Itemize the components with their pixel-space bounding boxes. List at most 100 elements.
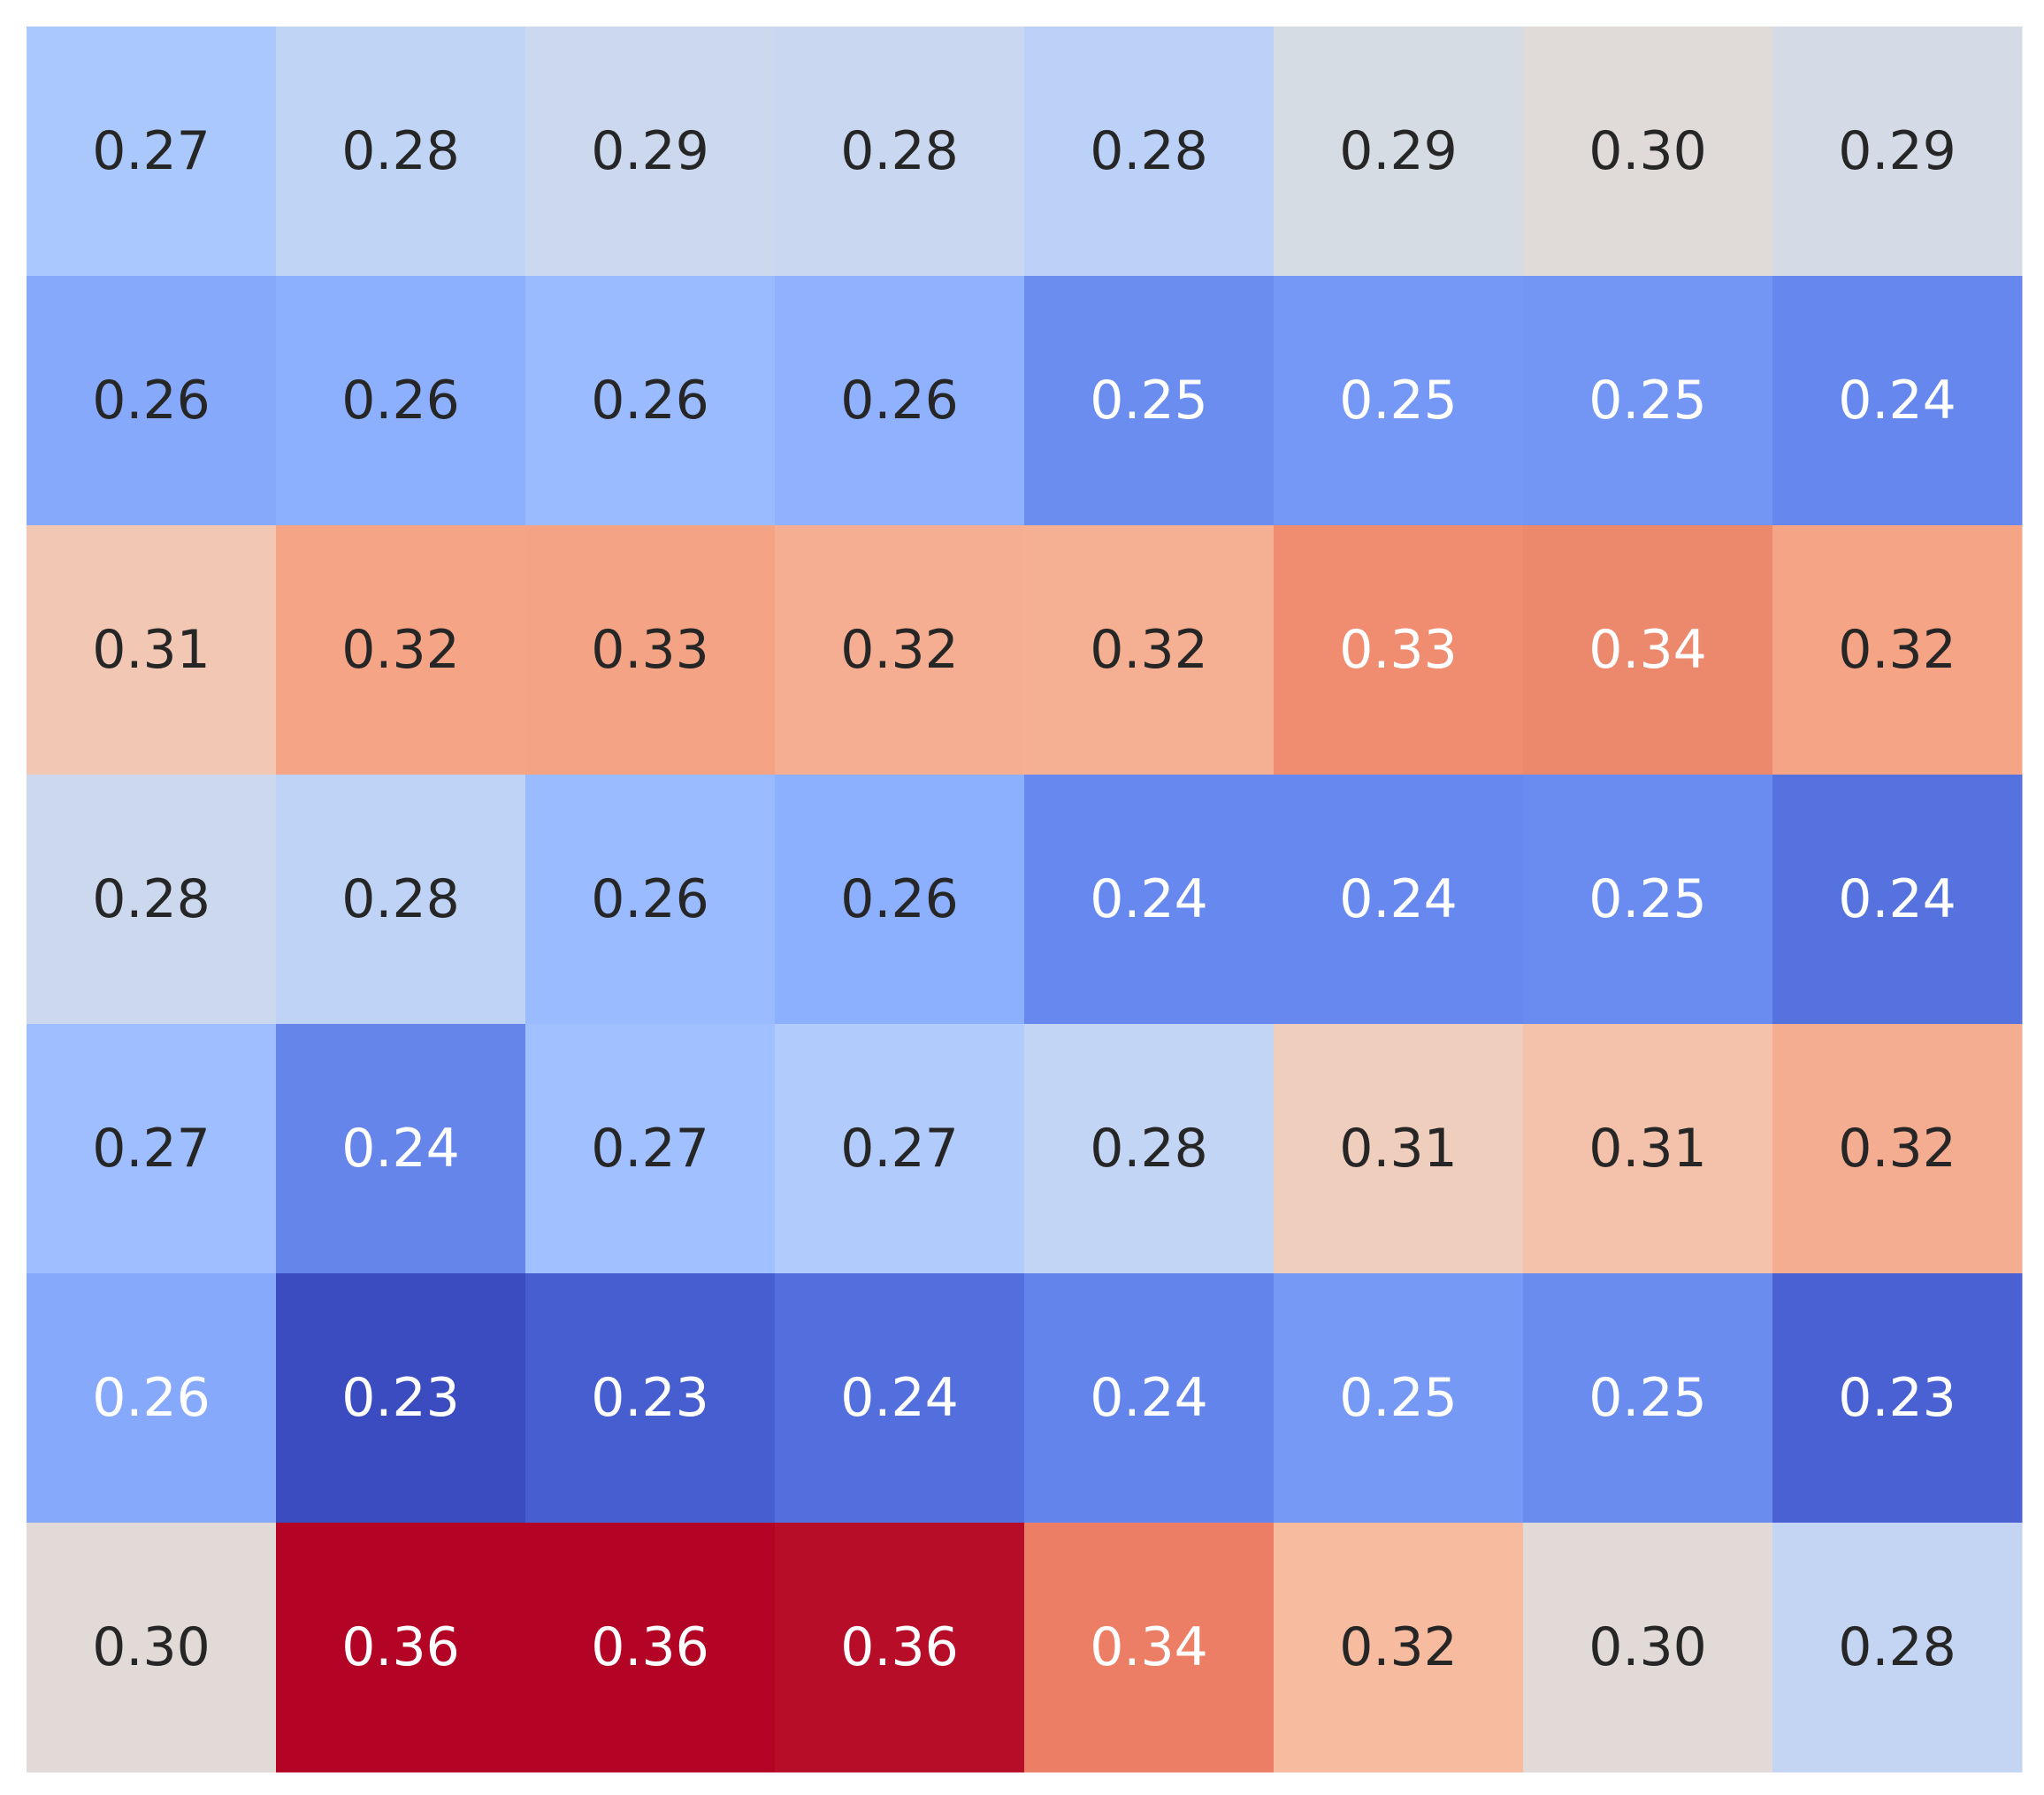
heatmap-cell-r6-c1 bbox=[276, 1523, 526, 1773]
heatmap-cell-label-r0-c3: 0.28 bbox=[840, 120, 959, 182]
heatmap-cell-r1-c2 bbox=[525, 276, 776, 526]
heatmap-cell-r4-c3 bbox=[775, 1024, 1025, 1274]
heatmap-cell-r0-c0 bbox=[27, 27, 277, 277]
heatmap-cell-r3-c0 bbox=[27, 775, 277, 1025]
heatmap-cell-r4-c2 bbox=[525, 1024, 776, 1274]
heatmap-cell-label-r5-c3: 0.24 bbox=[840, 1367, 959, 1429]
heatmap-cell-label-r6-c5: 0.32 bbox=[1339, 1616, 1458, 1678]
heatmap-cell-r5-c5 bbox=[1274, 1273, 1524, 1524]
heatmap-cell-label-r4-c5: 0.31 bbox=[1339, 1118, 1458, 1180]
heatmap-cell-label-r3-c3: 0.26 bbox=[840, 868, 959, 930]
heatmap-cell-r0-c2 bbox=[525, 27, 776, 277]
heatmap-cell-r3-c7 bbox=[1772, 775, 2023, 1025]
heatmap-cell-r2-c0 bbox=[27, 525, 277, 775]
heatmap-cells bbox=[27, 27, 2023, 1773]
heatmap-cell-label-r2-c4: 0.32 bbox=[1090, 619, 1208, 681]
heatmap-cell-label-r4-c7: 0.32 bbox=[1838, 1118, 1956, 1180]
heatmap-cell-label-r5-c7: 0.23 bbox=[1838, 1367, 1956, 1429]
heatmap-cell-r4-c1 bbox=[276, 1024, 526, 1274]
heatmap-cell-r2-c2 bbox=[525, 525, 776, 775]
heatmap-cell-label-r1-c0: 0.26 bbox=[92, 370, 211, 432]
heatmap-cell-r6-c4 bbox=[1024, 1523, 1275, 1773]
heatmap-cell-r5-c7 bbox=[1772, 1273, 2023, 1524]
heatmap-cell-r3-c4 bbox=[1024, 775, 1275, 1025]
heatmap-cell-label-r2-c0: 0.31 bbox=[92, 619, 211, 681]
heatmap-cell-label-r2-c3: 0.32 bbox=[840, 619, 959, 681]
heatmap-cell-label-r6-c6: 0.30 bbox=[1589, 1616, 1707, 1678]
heatmap-cell-label-r1-c1: 0.26 bbox=[341, 370, 460, 432]
heatmap-cell-label-r4-c1: 0.24 bbox=[341, 1118, 460, 1180]
heatmap-cell-label-r3-c0: 0.28 bbox=[92, 868, 211, 930]
heatmap-cell-label-r3-c7: 0.24 bbox=[1838, 868, 1956, 930]
heatmap-cell-label-r4-c3: 0.27 bbox=[840, 1118, 959, 1180]
heatmap-cell-r0-c7 bbox=[1772, 27, 2023, 277]
heatmap-cell-r3-c2 bbox=[525, 775, 776, 1025]
heatmap-cell-r4-c0 bbox=[27, 1024, 277, 1274]
heatmap-cell-r2-c5 bbox=[1274, 525, 1524, 775]
heatmap-cell-label-r5-c0: 0.26 bbox=[92, 1367, 211, 1429]
heatmap-labels: 0.27 0.28 0.29 0.28 0.28 0.29 0.30 0.29 0.26 0.26… bbox=[92, 120, 1956, 1678]
heatmap-cell-label-r1-c2: 0.26 bbox=[591, 370, 709, 432]
heatmap-cell-label-r3-c2: 0.26 bbox=[591, 868, 709, 930]
heatmap-cell-label-r0-c7: 0.29 bbox=[1838, 120, 1956, 182]
heatmap-cell-r6-c6 bbox=[1523, 1523, 1773, 1773]
heatmap-cell-r3-c6 bbox=[1523, 775, 1773, 1025]
heatmap-cell-label-r5-c2: 0.23 bbox=[591, 1367, 709, 1429]
heatmap-cell-label-r1-c5: 0.25 bbox=[1339, 370, 1458, 432]
heatmap-cell-r2-c4 bbox=[1024, 525, 1275, 775]
heatmap-cell-label-r0-c0: 0.27 bbox=[92, 120, 211, 182]
heatmap-cell-label-r4-c6: 0.31 bbox=[1589, 1118, 1707, 1180]
heatmap-cell-r1-c0 bbox=[27, 276, 277, 526]
heatmap-cell-r5-c0 bbox=[27, 1273, 277, 1524]
heatmap-cell-label-r5-c4: 0.24 bbox=[1090, 1367, 1208, 1429]
heatmap-cell-r4-c4 bbox=[1024, 1024, 1275, 1274]
heatmap-cell-label-r3-c5: 0.24 bbox=[1339, 868, 1458, 930]
heatmap-cell-label-r6-c3: 0.36 bbox=[840, 1616, 959, 1678]
heatmap-cell-label-r3-c4: 0.24 bbox=[1090, 868, 1208, 930]
heatmap-cell-label-r2-c1: 0.32 bbox=[341, 619, 460, 681]
heatmap-cell-r0-c6 bbox=[1523, 27, 1773, 277]
heatmap-cell-label-r1-c6: 0.25 bbox=[1589, 370, 1707, 432]
heatmap-cell-label-r0-c2: 0.29 bbox=[591, 120, 709, 182]
heatmap-cell-r4-c7 bbox=[1772, 1024, 2023, 1274]
heatmap-cell-r0-c3 bbox=[775, 27, 1025, 277]
heatmap-cell-r2-c7 bbox=[1772, 525, 2023, 775]
heatmap-cell-r5-c4 bbox=[1024, 1273, 1275, 1524]
heatmap-cell-label-r6-c1: 0.36 bbox=[341, 1616, 460, 1678]
heatmap-cell-r6-c2 bbox=[525, 1523, 776, 1773]
heatmap-cell-r0-c4 bbox=[1024, 27, 1275, 277]
heatmap-cell-label-r2-c2: 0.33 bbox=[591, 619, 709, 681]
heatmap-cell-label-r2-c6: 0.34 bbox=[1589, 619, 1707, 681]
heatmap-cell-label-r5-c5: 0.25 bbox=[1339, 1367, 1458, 1429]
heatmap-cell-r1-c3 bbox=[775, 276, 1025, 526]
heatmap-cell-r1-c5 bbox=[1274, 276, 1524, 526]
heatmap-cell-r1-c7 bbox=[1772, 276, 2023, 526]
heatmap-cell-r5-c1 bbox=[276, 1273, 526, 1524]
heatmap-cell-r3-c3 bbox=[775, 775, 1025, 1025]
heatmap-cell-r4-c5 bbox=[1274, 1024, 1524, 1274]
heatmap-cell-label-r5-c6: 0.25 bbox=[1589, 1367, 1707, 1429]
heatmap-cell-label-r4-c4: 0.28 bbox=[1090, 1118, 1208, 1180]
heatmap-cell-r1-c4 bbox=[1024, 276, 1275, 526]
heatmap-cell-label-r0-c1: 0.28 bbox=[341, 120, 460, 182]
heatmap-cell-r3-c1 bbox=[276, 775, 526, 1025]
heatmap-cell-r4-c6 bbox=[1523, 1024, 1773, 1274]
heatmap-cell-r6-c5 bbox=[1274, 1523, 1524, 1773]
heatmap-cell-r0-c5 bbox=[1274, 27, 1524, 277]
heatmap-cell-label-r0-c4: 0.28 bbox=[1090, 120, 1208, 182]
heatmap-cell-r6-c7 bbox=[1772, 1523, 2023, 1773]
heatmap-cell-r2-c6 bbox=[1523, 525, 1773, 775]
heatmap-cell-label-r1-c4: 0.25 bbox=[1090, 370, 1208, 432]
heatmap-cell-label-r2-c7: 0.32 bbox=[1838, 619, 1956, 681]
heatmap-cell-label-r0-c5: 0.29 bbox=[1339, 120, 1458, 182]
heatmap-cell-label-r0-c6: 0.30 bbox=[1589, 120, 1707, 182]
heatmap-cell-r1-c6 bbox=[1523, 276, 1773, 526]
heatmap-cell-r3-c5 bbox=[1274, 775, 1524, 1025]
heatmap-cell-label-r6-c7: 0.28 bbox=[1838, 1616, 1956, 1678]
heatmap-cell-r6-c3 bbox=[775, 1523, 1025, 1773]
heatmap-cell-r2-c1 bbox=[276, 525, 526, 775]
heatmap-cell-label-r1-c3: 0.26 bbox=[840, 370, 959, 432]
heatmap-cell-label-r4-c2: 0.27 bbox=[591, 1118, 709, 1180]
heatmap-cell-label-r3-c1: 0.28 bbox=[341, 868, 460, 930]
